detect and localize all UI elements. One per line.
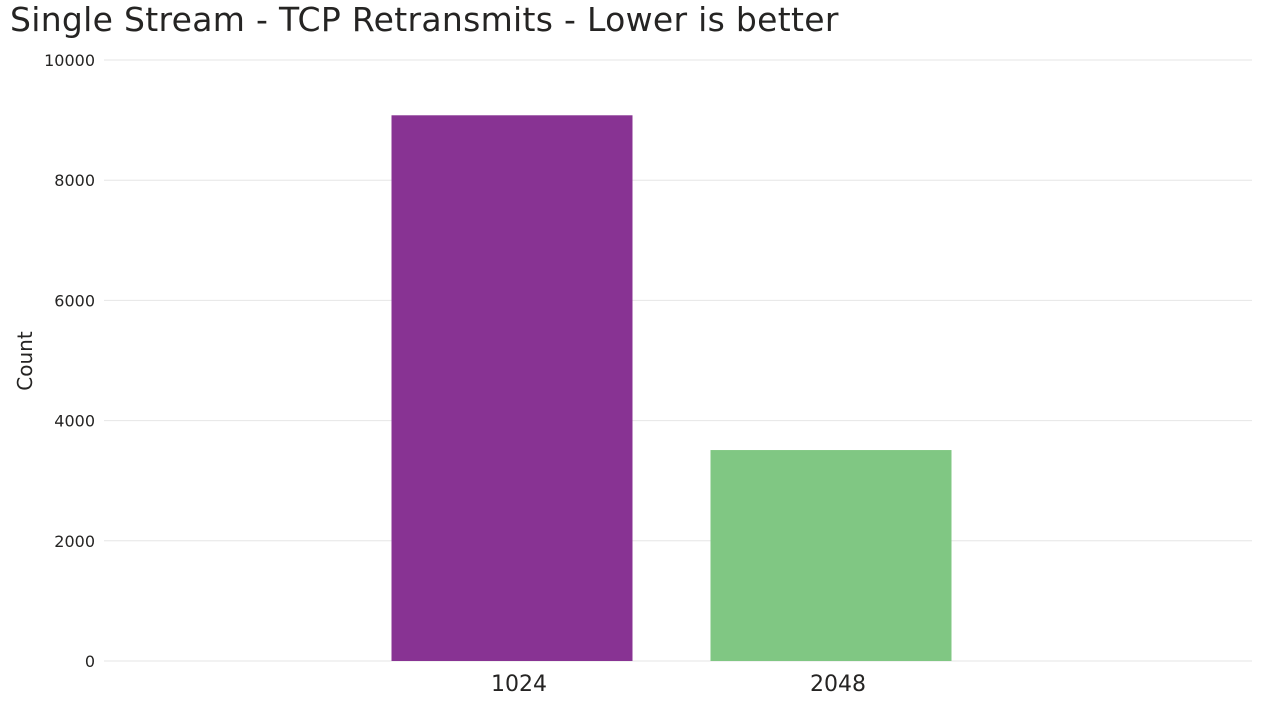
x-axis-ticks: 1024 2048 — [491, 672, 866, 697]
y-axis-title: Count — [13, 331, 37, 391]
y-tick-label: 10000 — [44, 51, 95, 70]
y-tick-label: 2000 — [54, 532, 95, 551]
x-tick-label: 2048 — [810, 672, 866, 697]
y-axis-ticks: 0 2000 4000 6000 8000 10000 — [44, 51, 95, 671]
bar-2048[interactable] — [710, 450, 952, 661]
bar-1024[interactable] — [391, 115, 633, 662]
bars — [391, 115, 952, 662]
gridlines — [104, 59, 1252, 662]
chart-title: Single Stream - TCP Retransmits - Lower … — [10, 0, 839, 39]
x-tick-label: 1024 — [491, 672, 547, 697]
y-tick-label: 8000 — [54, 171, 95, 190]
y-tick-label: 6000 — [54, 291, 95, 310]
y-tick-label: 0 — [85, 652, 95, 671]
y-tick-label: 4000 — [54, 412, 95, 431]
